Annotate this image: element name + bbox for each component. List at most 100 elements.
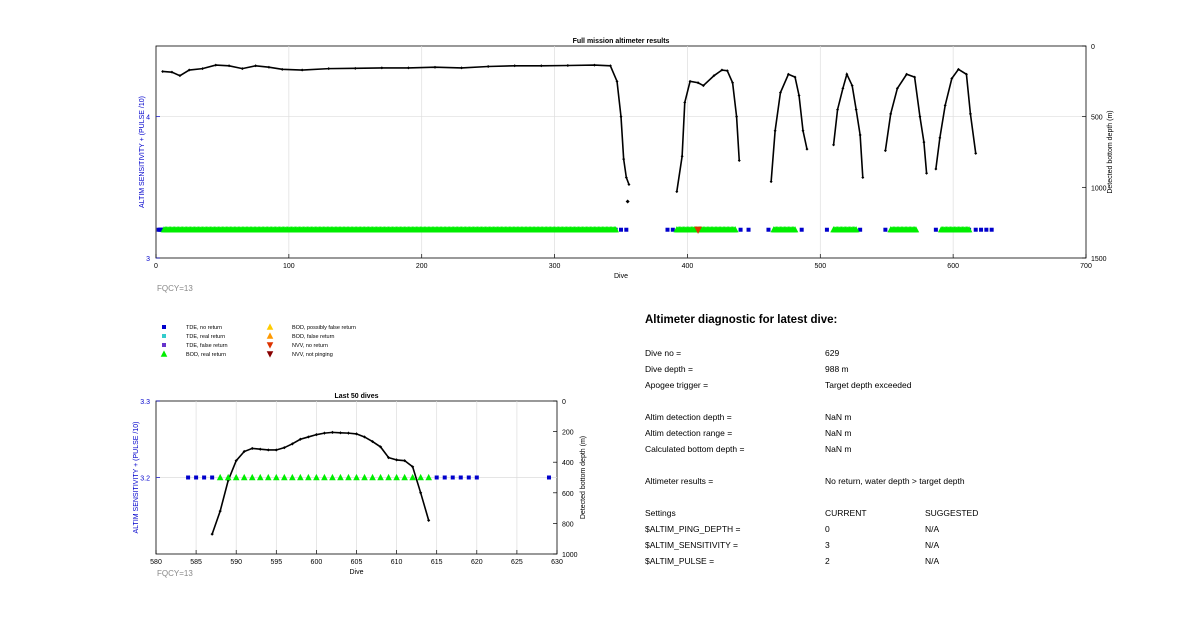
depth-line bbox=[935, 68, 977, 170]
bod-real-return-marker-recent bbox=[401, 473, 408, 481]
tde-no-return-marker-recent bbox=[450, 475, 455, 480]
depth-point bbox=[280, 67, 284, 71]
depth-point bbox=[778, 91, 782, 95]
tde-no-return-marker bbox=[799, 227, 804, 232]
x-tick-label: 620 bbox=[471, 559, 483, 566]
y-right-tick-label: 800 bbox=[562, 521, 574, 528]
y-right-tick-label: 0 bbox=[1091, 44, 1095, 51]
chart-title: Full mission altimeter results bbox=[573, 38, 670, 45]
depth-point bbox=[433, 65, 437, 69]
nvv-no-return-marker bbox=[694, 226, 702, 234]
y-right-tick-label: 400 bbox=[562, 460, 574, 467]
depth-point bbox=[300, 68, 304, 72]
depth-point-recent bbox=[210, 532, 214, 536]
y-left-axis-label: ALTIM SENSITIVITY + (PULSE /10) bbox=[133, 422, 140, 534]
depth-point bbox=[240, 67, 244, 71]
depth-point-recent bbox=[362, 435, 367, 439]
y-right-axis-label: Detected bottom depth (m) bbox=[1107, 110, 1114, 193]
legend-marker-square bbox=[162, 343, 166, 347]
x-tick-label: 630 bbox=[551, 559, 563, 566]
x-tick-label: 600 bbox=[947, 263, 959, 270]
depth-point-recent bbox=[346, 431, 351, 435]
dive-no-label: Dive no = bbox=[645, 348, 682, 358]
depth-point bbox=[625, 199, 630, 204]
dive-depth-label: Dive depth = bbox=[645, 364, 693, 374]
x-tick-label: 610 bbox=[391, 559, 403, 566]
depth-point-recent bbox=[386, 456, 391, 460]
bod-real-return-marker bbox=[791, 226, 799, 233]
fqcy-label-main: FQCY=13 bbox=[157, 284, 193, 293]
depth-point bbox=[769, 180, 773, 184]
depth-point bbox=[701, 84, 705, 88]
depth-point bbox=[566, 64, 570, 68]
altim-detection-depth-value: NaN m bbox=[825, 412, 852, 422]
x-tick-label: 200 bbox=[416, 263, 428, 270]
bod-real-return-marker-recent bbox=[248, 473, 256, 481]
tde-no-return-marker-recent bbox=[442, 475, 447, 480]
x-tick-label: 595 bbox=[270, 559, 282, 566]
depth-point bbox=[680, 154, 684, 158]
settings-header-current: CURRENT bbox=[825, 508, 867, 518]
tde-no-return-marker bbox=[883, 227, 888, 232]
bod-real-return-marker-recent bbox=[281, 473, 288, 481]
bod-real-return-marker-recent bbox=[216, 473, 224, 481]
depth-point bbox=[850, 84, 854, 88]
setting-sensitivity-suggested: N/A bbox=[925, 540, 940, 550]
bod-real-return-marker-recent bbox=[417, 473, 424, 481]
bod-real-return-marker bbox=[912, 226, 920, 233]
x-tick-label: 605 bbox=[351, 559, 363, 566]
legend-marker-triangle-down bbox=[266, 351, 274, 358]
bod-real-return-marker-recent bbox=[224, 473, 232, 481]
tde-no-return-marker-recent bbox=[458, 475, 463, 480]
depth-point bbox=[327, 67, 331, 71]
depth-point bbox=[187, 68, 191, 72]
depth-point bbox=[720, 68, 724, 72]
bod-real-return-marker bbox=[612, 226, 619, 233]
bod-real-return-marker-recent bbox=[256, 473, 264, 481]
depth-point-recent bbox=[314, 433, 318, 437]
x-tick-label: 500 bbox=[814, 263, 826, 270]
depth-point bbox=[731, 81, 735, 85]
depth-point bbox=[619, 115, 623, 119]
depth-point bbox=[845, 72, 849, 76]
bod-real-return-marker bbox=[852, 226, 860, 233]
depth-point bbox=[688, 79, 692, 83]
plot-frame bbox=[155, 45, 1087, 259]
depth-point bbox=[841, 86, 845, 90]
settings-header-label: Settings bbox=[645, 508, 676, 518]
bod-real-return-marker-recent bbox=[329, 473, 336, 481]
tde-no-return-marker-recent bbox=[466, 475, 471, 480]
depth-point bbox=[460, 66, 464, 70]
depth-line bbox=[162, 64, 630, 185]
tde-no-return-marker bbox=[670, 227, 675, 232]
setting-ping-depth-suggested: N/A bbox=[925, 524, 940, 534]
depth-point bbox=[254, 64, 258, 68]
depth-point-recent bbox=[419, 491, 423, 495]
x-tick-label: 0 bbox=[154, 263, 158, 270]
bod-real-return-marker-recent bbox=[409, 473, 416, 481]
depth-point bbox=[805, 147, 809, 151]
tde-no-return-marker bbox=[984, 227, 989, 232]
depth-point bbox=[801, 129, 805, 133]
depth-point-recent bbox=[298, 437, 302, 441]
bod-real-return-marker-recent bbox=[273, 473, 280, 481]
depth-point-recent bbox=[322, 431, 327, 435]
tde-no-return-marker bbox=[746, 227, 751, 232]
y-left-tick-label: 4 bbox=[146, 115, 150, 122]
depth-point bbox=[486, 64, 490, 68]
depth-point-recent bbox=[354, 432, 359, 436]
y-left-tick-label: 3 bbox=[146, 256, 150, 263]
x-tick-label: 590 bbox=[230, 559, 242, 566]
chart-title: Last 50 dives bbox=[335, 393, 379, 400]
bod-real-return-marker-recent bbox=[264, 473, 272, 481]
y-right-tick-label: 0 bbox=[562, 399, 566, 406]
x-tick-label: 700 bbox=[1080, 263, 1092, 270]
bod-real-return-marker-recent bbox=[353, 473, 360, 481]
x-tick-label: 585 bbox=[190, 559, 202, 566]
setting-ping-depth-current: 0 bbox=[825, 524, 830, 534]
bod-real-return-marker-recent bbox=[369, 473, 376, 481]
depth-point-recent bbox=[282, 446, 286, 450]
depth-point-recent bbox=[338, 431, 343, 435]
tde-no-return-marker bbox=[624, 227, 629, 232]
depth-point-recent bbox=[378, 445, 383, 449]
